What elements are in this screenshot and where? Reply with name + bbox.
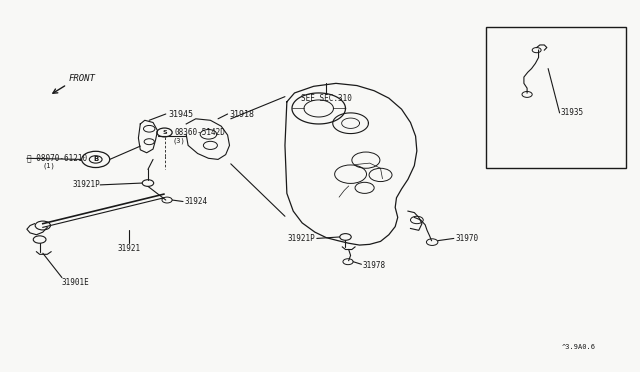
Text: 31978: 31978 [363, 260, 386, 269]
Text: 31945: 31945 [168, 109, 193, 119]
Text: 08360-5142D: 08360-5142D [174, 128, 225, 137]
Text: 31970: 31970 [455, 234, 478, 243]
Text: B: B [93, 156, 99, 163]
Text: 31921P: 31921P [288, 234, 316, 243]
Text: 31921: 31921 [117, 244, 140, 253]
Text: (1): (1) [43, 163, 56, 169]
Text: SEE SEC.310: SEE SEC.310 [301, 94, 352, 103]
Text: S: S [162, 130, 167, 135]
Text: ^3.9A0.6: ^3.9A0.6 [562, 344, 596, 350]
Text: 31901E: 31901E [62, 278, 90, 287]
Bar [486, 27, 626, 167]
Text: 31924: 31924 [184, 197, 207, 206]
Text: (3): (3) [172, 138, 185, 144]
Text: 31918: 31918 [230, 109, 255, 119]
Text: FRONT: FRONT [68, 74, 95, 83]
Text: Ⓑ 08070-61210: Ⓑ 08070-61210 [27, 154, 87, 163]
Text: 31921P: 31921P [72, 180, 100, 189]
Text: 31935: 31935 [561, 108, 584, 118]
